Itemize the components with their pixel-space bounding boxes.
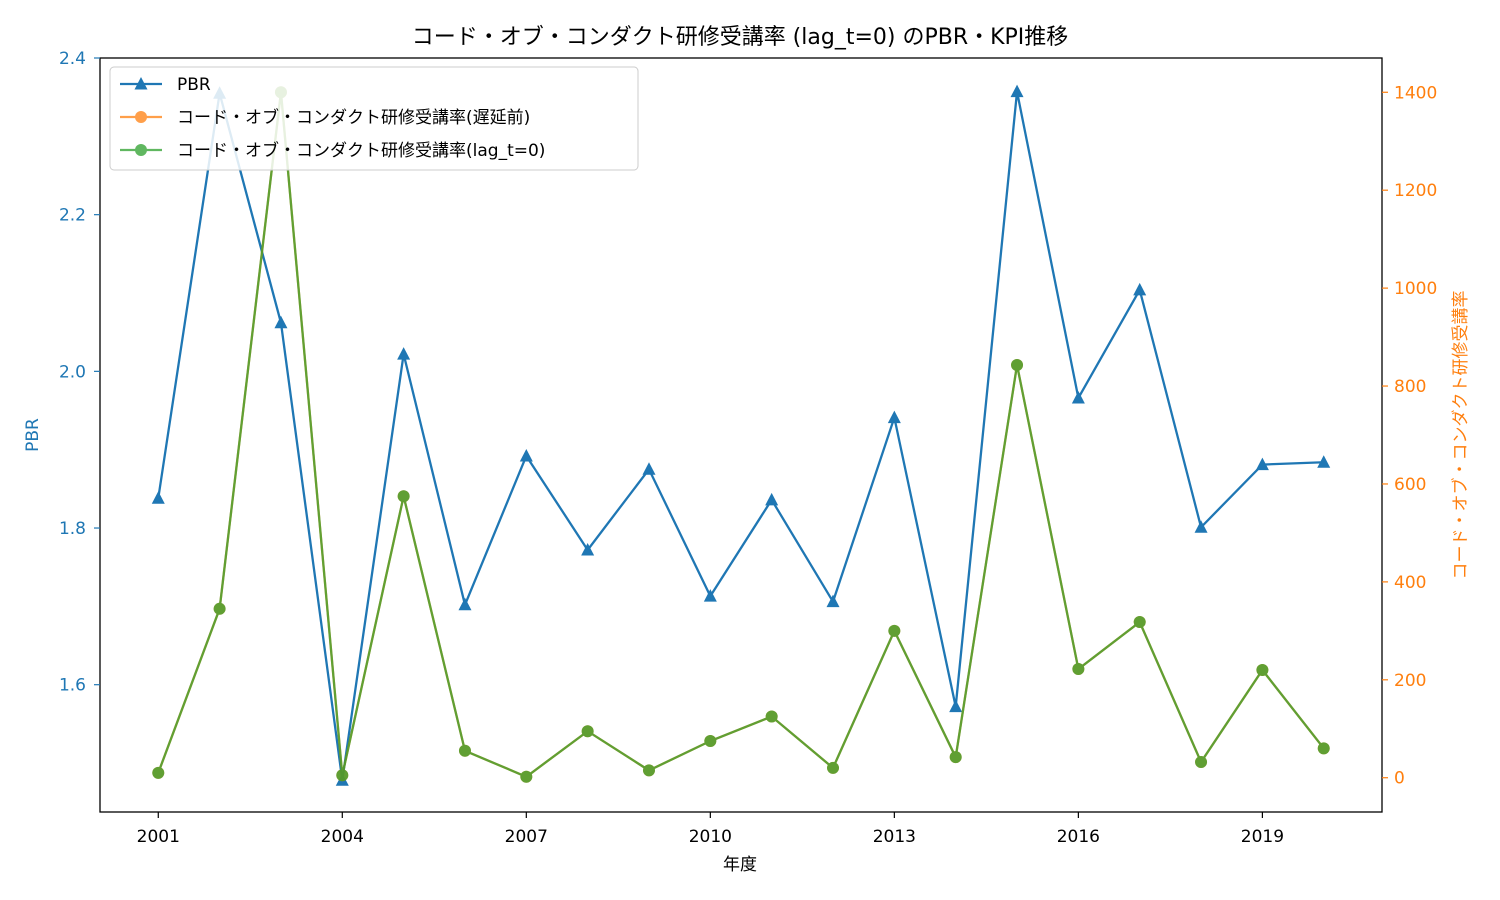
x-tick-label: 2004 [321, 827, 364, 847]
data-point [213, 602, 226, 615]
x-tick-label: 2016 [1057, 827, 1100, 847]
plot-area-frame [99, 57, 1383, 813]
data-point [336, 769, 349, 782]
legend-marker [135, 144, 147, 156]
y-left-tick-label: 2.4 [59, 49, 86, 69]
legend-item [120, 111, 162, 123]
data-point [703, 589, 717, 602]
data-point [1317, 455, 1331, 468]
chart-title: コード・オブ・コンダクト研修受講率 (lag_t=0) のPBR・KPI推移 [412, 25, 1069, 50]
y-left-tick-label: 1.8 [59, 519, 86, 539]
data-point [642, 764, 655, 777]
y-axis-right: 0 200 400 600 800 1000 1200 1400 [1382, 83, 1437, 789]
y-right-tick-label: 0 [1394, 769, 1405, 789]
legend-box [109, 66, 639, 171]
y-left-tick-label: 2.0 [59, 362, 86, 382]
series-line [157, 91, 1324, 781]
legend-label: PBR [177, 75, 211, 95]
data-point [888, 624, 901, 637]
y-right-tick-label: 1400 [1394, 83, 1437, 103]
data-point [581, 542, 595, 556]
series-0 [151, 84, 1331, 786]
data-point [1195, 756, 1208, 769]
x-tick-label: 2010 [689, 827, 732, 847]
y-left-tick-label: 2.2 [59, 206, 86, 226]
data-point [151, 491, 165, 504]
legend-marker [134, 77, 148, 90]
legend-label: コード・オブ・コンダクト研修受講率(遅延前) [177, 107, 530, 128]
series-2 [152, 86, 1330, 783]
y-right-tick-label: 400 [1394, 573, 1426, 593]
x-tick-label: 2001 [137, 827, 180, 847]
data-point [765, 492, 779, 506]
data-point [519, 448, 533, 462]
data-point [397, 490, 410, 503]
series-line [157, 92, 1325, 779]
x-tick-label: 2019 [1241, 827, 1284, 847]
legend-item [120, 77, 162, 90]
data-point [887, 410, 901, 424]
legend: PBR コード・オブ・コンダクト研修受講率(遅延前) コード・オブ・コンダクト研修受… [109, 66, 639, 171]
data-point [642, 462, 656, 475]
data-point [826, 594, 840, 608]
y-axis-left-label: PBR [23, 418, 43, 452]
data-point [704, 735, 717, 748]
data-point [1133, 282, 1147, 296]
x-axis-label: 年度 [723, 855, 757, 875]
data-point [458, 597, 472, 611]
data-point [949, 699, 963, 713]
y-right-tick-label: 600 [1394, 475, 1426, 495]
legend-item [120, 144, 162, 156]
y-right-tick-label: 800 [1394, 377, 1426, 397]
x-tick-label: 2013 [873, 827, 916, 847]
data-point [765, 710, 778, 723]
data-point [1255, 457, 1269, 471]
y-left-tick-label: 1.6 [59, 676, 86, 696]
legend-marker [135, 111, 147, 123]
data-point [1010, 84, 1024, 98]
data-point [1194, 520, 1208, 533]
y-axis-left: 1.6 1.8 2.0 2.2 2.4 [59, 49, 100, 696]
data-point [152, 766, 165, 779]
data-point [949, 751, 962, 764]
x-axis: 2001 2004 2007 2010 2013 2016 2019 [137, 812, 1284, 847]
series-layer [151, 84, 1331, 786]
y-right-tick-label: 1000 [1394, 279, 1437, 299]
data-point [397, 347, 411, 360]
y-right-tick-label: 200 [1394, 671, 1426, 691]
data-point [1256, 664, 1269, 677]
data-point [458, 744, 471, 757]
data-point [827, 761, 840, 774]
data-point [581, 725, 594, 738]
data-point [1011, 358, 1024, 371]
data-point [1317, 742, 1330, 755]
y-axis-right-label: コード・オブ・コンダクト研修受講率 [1450, 291, 1471, 580]
data-point [274, 315, 288, 329]
data-point [1072, 663, 1085, 676]
y-right-tick-label: 1200 [1394, 181, 1437, 201]
legend-label: コード・オブ・コンダクト研修受講率(lag_t=0) [177, 140, 545, 161]
data-point [1071, 390, 1085, 404]
x-tick-label: 2007 [505, 827, 548, 847]
data-point [520, 770, 533, 783]
data-point [1133, 616, 1146, 629]
